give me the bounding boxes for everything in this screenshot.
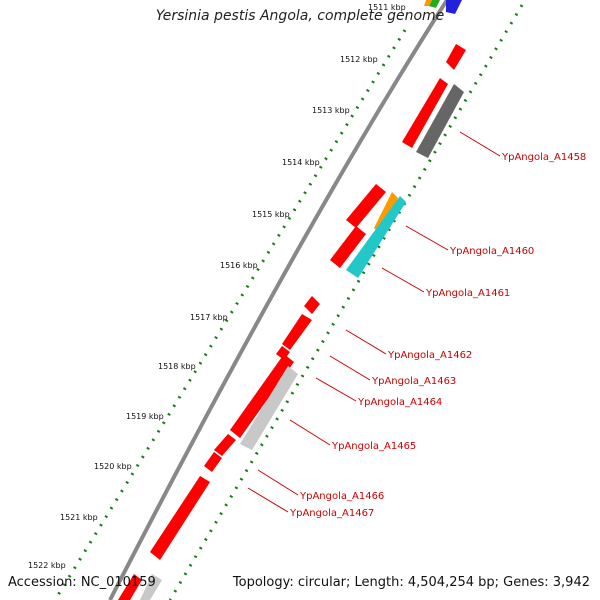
cds-forward-2 <box>402 78 448 148</box>
hypothetical-bottom <box>140 574 162 600</box>
pseudo-gene-1458 <box>416 84 464 158</box>
cds-forward-12 <box>118 574 142 600</box>
genome-backbone <box>108 0 449 600</box>
cds-forward-9 <box>214 434 236 456</box>
leader-1463 <box>329 355 371 381</box>
cyan-feature-1461 <box>346 196 406 278</box>
cds-forward-4 <box>330 226 366 268</box>
kbp-tick-1513: 1513 kbp <box>312 106 350 115</box>
gene-label-1465: YpAngola_A1465 <box>331 441 416 452</box>
kbp-tick-1519: 1519 kbp <box>126 412 164 421</box>
cds-forward-11 <box>150 476 210 560</box>
gene-label-1461: YpAngola_A1461 <box>425 288 510 299</box>
gene-label-1464: YpAngola_A1464 <box>357 397 442 408</box>
kbp-tick-1521: 1521 kbp <box>60 513 98 522</box>
gene-label-1460: YpAngola_A1460 <box>449 246 534 257</box>
gene-label-1458: YpAngola_A1458 <box>501 152 586 163</box>
leader-1462 <box>345 329 387 355</box>
gene-label-1466: YpAngola_A1466 <box>299 491 384 502</box>
leader-1458 <box>459 131 501 157</box>
kbp-tick-1517: 1517 kbp <box>190 313 228 322</box>
kbp-tick-1515: 1515 kbp <box>252 210 290 219</box>
kbp-tick-1520: 1520 kbp <box>94 462 132 471</box>
kbp-tick-1522: 1522 kbp <box>28 561 66 570</box>
feature-top-green <box>429 0 440 8</box>
cds-forward-6 <box>282 314 312 350</box>
inner-dotted-ruler <box>53 29 407 600</box>
feature-top-orange <box>424 0 432 6</box>
gene-label-1467: YpAngola_A1467 <box>289 508 374 519</box>
kbp-tick-1516: 1516 kbp <box>220 261 258 270</box>
leader-1461 <box>381 267 425 293</box>
kbp-tick-1514: 1514 kbp <box>282 158 320 167</box>
hypothetical-1465 <box>240 366 298 450</box>
cds-forward-10 <box>204 452 222 472</box>
gene-label-1462: YpAngola_A1462 <box>387 350 472 361</box>
map-title: Yersinia pestis Angola, complete genome <box>155 8 445 24</box>
feature-top-blue <box>446 0 462 14</box>
leader-1467 <box>247 487 289 513</box>
cds-forward-5 <box>304 296 320 314</box>
leader-1464 <box>315 377 357 402</box>
kbp-tick-1511: 1511 kbp <box>368 3 406 12</box>
cds-forward-8 <box>230 354 294 438</box>
leader-1466 <box>257 469 299 496</box>
gene-label-1463: YpAngola_A1463 <box>371 376 456 387</box>
cds-forward-3 <box>346 184 386 228</box>
accession-label: Accession: NC_010159 <box>8 575 156 590</box>
leader-1465 <box>289 419 331 446</box>
cds-forward-1 <box>446 44 466 70</box>
genome-summary: Topology: circular; Length: 4,504,254 bp… <box>232 575 590 590</box>
kbp-tick-1518: 1518 kbp <box>158 362 196 371</box>
leader-1460 <box>405 225 449 251</box>
kbp-tick-1512: 1512 kbp <box>340 55 378 64</box>
